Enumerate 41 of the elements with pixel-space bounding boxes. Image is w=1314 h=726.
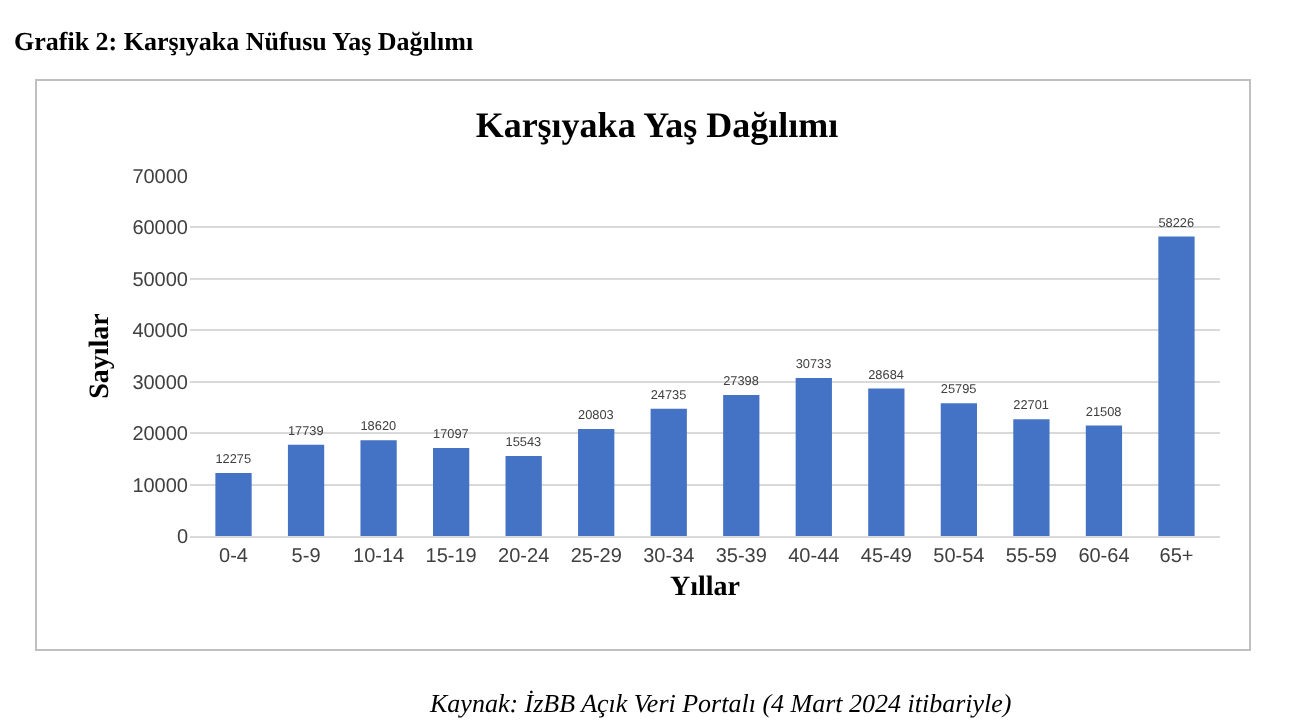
y-tick-label: 20000 [132,424,189,447]
y-tick-label: 70000 [132,167,189,189]
chart-title: Karşıyaka Yaş Dağılımı [475,104,839,145]
bar [1158,236,1195,536]
x-tick-label: 45-49 [860,546,913,568]
bar [360,440,397,536]
y-tick-label: 50000 [132,269,189,292]
bar [723,395,760,536]
bar [505,456,542,536]
x-tick-label: 30-34 [643,546,696,568]
x-axis-title: Yıllar [670,572,740,603]
x-tick-label: 20-24 [498,546,551,568]
x-tick-label: 5-9 [291,546,322,568]
x-tick-label: 50-54 [933,546,986,568]
bar [1085,425,1123,536]
y-tick-label: 30000 [132,372,189,395]
x-tick-label: 10-14 [353,546,406,568]
bar [940,403,977,536]
bar [650,408,687,536]
bar [578,429,615,536]
bar [795,377,832,536]
y-tick-label: 60000 [132,218,189,241]
y-tick-label: 40000 [132,321,189,344]
x-tick-label: 35-39 [715,546,768,568]
x-tick-label: 25-29 [570,546,623,568]
x-tick-label: 40-44 [788,546,841,568]
x-tick-label: 60-64 [1078,546,1131,568]
x-tick-label: 55-59 [1005,546,1058,568]
y-tick-label: 10000 [132,475,189,498]
x-tick-label: 65+ [1159,546,1194,568]
x-tick-label: 0-4 [219,546,249,568]
bar [215,472,252,536]
bar [1013,419,1050,536]
bar [868,388,905,536]
bar [433,448,470,536]
bar [287,444,325,536]
x-tick-label: 15-19 [425,546,478,568]
y-axis-title: Sayılar [85,313,116,399]
y-tick-label: 0 [176,527,189,549]
text: Grafik 2: Karşıyaka Nüfusu Yaş Dağılımı [14,26,474,56]
text: Kaynak: İzBB Açık Veri Portalı (4 Mart 2024 itibariyle) [428,688,1012,718]
